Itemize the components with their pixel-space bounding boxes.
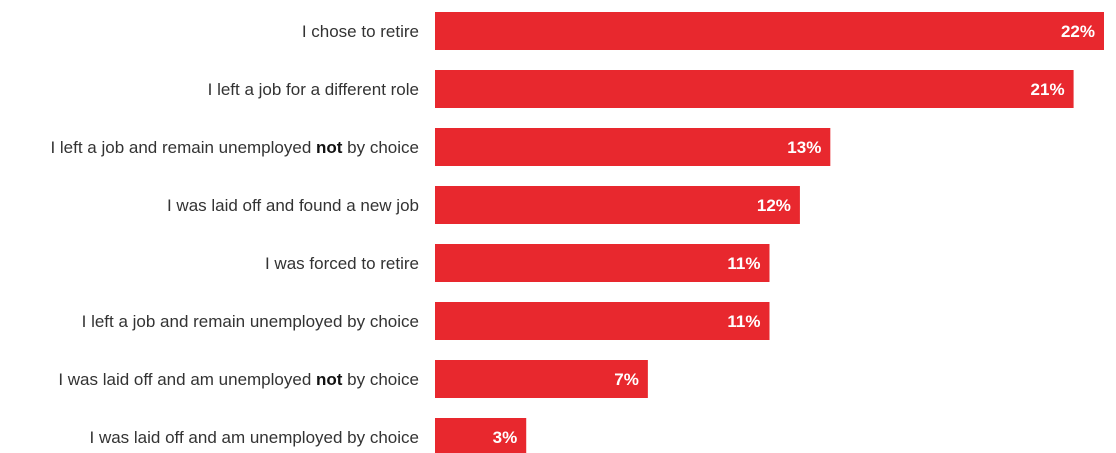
- bar: [435, 128, 831, 166]
- category-label-segment: I was laid off and am unemployed by choi…: [90, 428, 420, 447]
- category-label: I was laid off and found a new job: [167, 196, 419, 215]
- bar: [435, 70, 1074, 108]
- category-label-segment: I chose to retire: [302, 22, 419, 41]
- value-labels: 22% 21% 13% 12% 11% 11% 7% 3%: [493, 22, 1095, 447]
- bar: [435, 360, 648, 398]
- bar-value-label: 22%: [1061, 22, 1095, 41]
- category-label-segment: I left a job and remain unemployed: [50, 138, 316, 157]
- bar: [435, 12, 1104, 50]
- category-label: I left a job and remain unemployed not b…: [50, 138, 419, 157]
- category-label-segment: I was forced to retire: [265, 254, 419, 273]
- bar-value-label: 11%: [727, 254, 760, 273]
- bar-value-label: 13%: [787, 138, 821, 157]
- bar: [435, 302, 770, 340]
- bars: [435, 12, 1104, 453]
- category-label: I chose to retire: [302, 22, 419, 41]
- category-label-segment: by choice: [342, 138, 419, 157]
- category-label-segment: I was laid off and am unemployed: [58, 370, 316, 389]
- bar-value-label: 11%: [727, 312, 760, 331]
- category-label-segment: by choice: [342, 370, 419, 389]
- bar-value-label: 12%: [757, 196, 791, 215]
- category-label: I was forced to retire: [265, 254, 419, 273]
- bar-value-label: 7%: [614, 370, 639, 389]
- bar-value-label: 21%: [1031, 80, 1065, 99]
- bar-value-label: 3%: [493, 428, 518, 447]
- bar: [435, 418, 527, 453]
- bar: [435, 244, 770, 282]
- category-label-segment: I left a job for a different role: [208, 80, 419, 99]
- category-label: I was laid off and am unemployed not by …: [58, 370, 419, 389]
- category-label-emphasis: not: [316, 370, 343, 389]
- category-label-emphasis: not: [316, 138, 343, 157]
- category-label: I was laid off and am unemployed by choi…: [90, 428, 420, 447]
- category-labels: I chose to retire I left a job for a diff…: [50, 22, 419, 447]
- category-label: I left a job and remain unemployed by ch…: [82, 312, 419, 331]
- category-label-segment: I was laid off and found a new job: [167, 196, 419, 215]
- bar: [435, 186, 800, 224]
- category-label-segment: I left a job and remain unemployed by ch…: [82, 312, 419, 331]
- category-label: I left a job for a different role: [208, 80, 419, 99]
